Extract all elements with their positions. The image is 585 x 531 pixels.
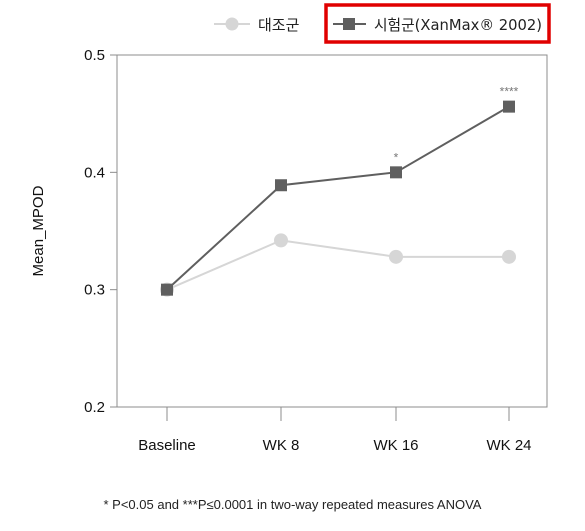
significance-annotations: ***** xyxy=(394,85,519,165)
significance-marker: **** xyxy=(500,85,519,99)
x-tick-label: WK 8 xyxy=(263,437,300,454)
x-tick-label: WK 24 xyxy=(486,437,531,454)
x-axis-ticks: Baseline WK 8 WK 16 WK 24 xyxy=(138,407,532,454)
data-point xyxy=(275,179,287,192)
data-point xyxy=(274,233,288,248)
y-axis-label: Mean_MPOD xyxy=(30,185,47,276)
data-point xyxy=(161,283,173,296)
data-point xyxy=(389,249,403,264)
y-tick-label: 0.4 xyxy=(84,164,105,181)
legend-label: 대조군 xyxy=(258,16,300,34)
legend: 대조군 시험군(XanMax® 2002) xyxy=(214,3,551,44)
significance-marker: * xyxy=(394,150,399,164)
y-tick-label: 0.2 xyxy=(84,399,105,416)
legend-highlight-box xyxy=(324,3,551,44)
y-tick-label: 0.5 xyxy=(84,47,105,64)
series-line xyxy=(166,239,509,291)
data-point xyxy=(390,166,402,179)
series-0 xyxy=(160,233,516,297)
series-1 xyxy=(161,100,515,296)
legend-marker xyxy=(343,18,355,30)
series-line xyxy=(166,105,510,291)
footnote: * P<0.05 and ***P≤0.0001 in two-way repe… xyxy=(103,497,482,512)
legend-marker xyxy=(225,17,239,31)
data-point xyxy=(502,249,516,264)
legend-entry-control: 대조군 xyxy=(214,16,300,34)
data-point xyxy=(503,100,515,113)
x-tick-label: Baseline xyxy=(138,437,196,454)
plot-frame xyxy=(116,54,548,408)
series-layer xyxy=(160,100,516,297)
legend-entry-test: 시험군(XanMax® 2002) xyxy=(333,16,542,34)
legend-label: 시험군(XanMax® 2002) xyxy=(374,16,542,34)
x-tick-label: WK 16 xyxy=(373,437,418,454)
y-axis-ticks: 0.2 0.3 0.4 0.5 xyxy=(84,47,117,416)
y-tick-label: 0.3 xyxy=(84,282,105,299)
